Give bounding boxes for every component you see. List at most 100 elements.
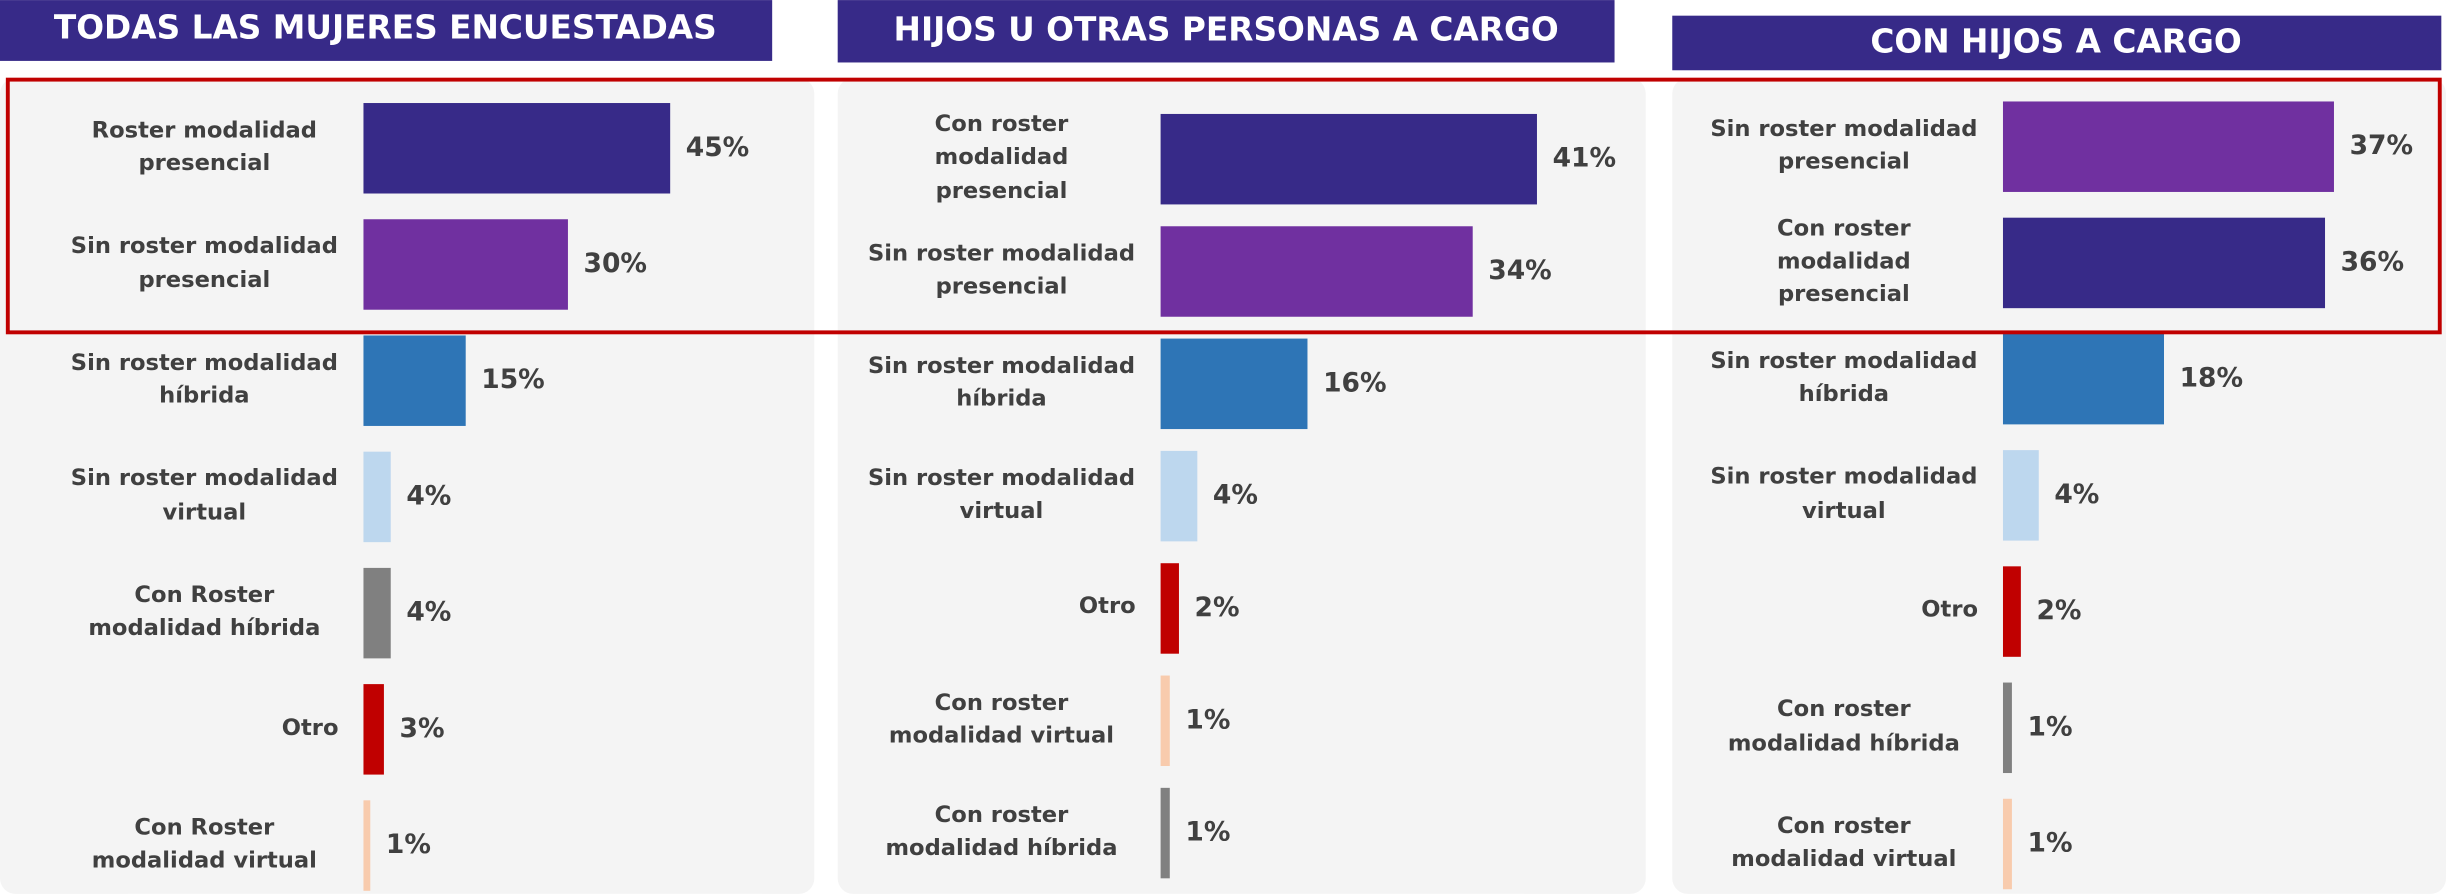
highlight-box (5, 77, 2442, 335)
category-label-box: Sin roster modalidad híbrida (842, 328, 1135, 440)
category-label-box: Sin roster modalidad híbrida (6, 323, 338, 439)
category-label-wrap: Sin roster modalidad virtual (1679, 437, 1979, 553)
category-label-wrap: Con Roster modalidad híbrida (6, 555, 338, 671)
value-label: 37% (2350, 130, 2413, 161)
category-label-wrap: Sin roster modalidad híbrida (842, 328, 1135, 440)
category-label-box: Sin roster modalidad virtual (6, 439, 338, 555)
header-bar (0, 0, 773, 61)
value-label: 2% (2036, 595, 2081, 626)
category-label-box: Con roster modalidad virtual (1679, 786, 1979, 894)
bar (1160, 450, 1198, 542)
category-label: Con roster modalidad híbrida (1727, 698, 1960, 756)
category-label: Con roster modalidad presencial (1777, 216, 1911, 308)
chart-title: TODAS LAS MUJERES ENCUESTADAS (54, 9, 717, 47)
category-label-box: Sin roster modalidad presencial (71, 235, 338, 293)
value-label: 15% (481, 364, 544, 395)
category-label-wrap: Sin roster modalidad híbrida (6, 323, 338, 439)
category-label: Roster modalidad presencial (91, 118, 318, 177)
category-label-wrap: Con roster modalidad híbrida (1679, 670, 1979, 786)
category-label-wrap: Con roster modalidad virtual (1679, 786, 1979, 894)
category-label: Con Roster modalidad híbrida (88, 583, 321, 642)
category-label-box: Con roster modalidad híbrida (1679, 670, 1979, 786)
category-label-wrap: Otro (1679, 553, 1978, 669)
category-label-box: Con Roster modalidad híbrida (6, 555, 338, 671)
category-label-wrap: Otro (842, 552, 1136, 664)
bar (2002, 566, 2021, 657)
category-label-wrap: Sin roster modalidad virtual (6, 439, 338, 555)
category-label: Sin roster modalidad virtual (70, 467, 338, 525)
category-label: Con roster modalidad virtual (1731, 814, 1957, 873)
category-label-box: Sin roster modalidad virtual (1679, 437, 1979, 553)
bar (2002, 798, 2012, 890)
category-label-box: Sin roster modalidad híbrida (1679, 321, 1979, 437)
category-label-box: Otro (1679, 553, 1978, 669)
bar (363, 567, 391, 659)
value-label: 16% (1323, 367, 1386, 398)
category-label-wrap: Sin roster modalidad presencial (1679, 89, 1979, 205)
bar (1160, 113, 1537, 205)
bar (363, 335, 466, 426)
category-label-wrap: Con Roster modalidad virtual (6, 787, 338, 894)
category-label-box: Sin roster modalidad presencial (842, 215, 1135, 327)
value-label: 36% (2341, 246, 2404, 277)
header-bar (837, 0, 1615, 63)
category-label-wrap: Sin roster modalidad presencial (842, 215, 1135, 327)
category-label-wrap: Con roster modalidad presencial (842, 103, 1135, 215)
value-label: 1% (1185, 817, 1230, 848)
category-label: Sin roster modalidad virtual (867, 466, 1136, 525)
chart-title: HIJOS U OTRAS PERSONAS A CARGO (894, 10, 1559, 48)
category-label-box: Sin roster modalidad virtual (842, 440, 1135, 552)
bar (363, 684, 384, 775)
category-label: Sin roster modalidad presencial (867, 241, 1136, 300)
category-label-box: Sin roster modalidad presencial (1679, 89, 1979, 205)
category-label: Sin roster modalidad híbrida (867, 354, 1136, 412)
bar (363, 219, 568, 310)
value-label: 4% (2054, 479, 2099, 510)
value-label: 30% (584, 248, 647, 279)
bar (2002, 217, 2326, 309)
header-bar (1672, 15, 2442, 71)
value-label: 18% (2180, 363, 2243, 394)
category-label-wrap: Sin roster modalidad híbrida (1679, 321, 1979, 437)
bar (1160, 338, 1308, 430)
bar (2002, 682, 2012, 774)
category-label-box: Otro (6, 671, 339, 787)
category-label: Sin roster modalidad híbrida (70, 351, 338, 409)
chart-title: CON HIJOS A CARGO (1870, 23, 2241, 61)
bar (363, 800, 371, 891)
category-label: Sin roster modalidad híbrida (1710, 349, 1978, 408)
category-label-box: Roster modalidad presencial (91, 118, 318, 177)
bar (2002, 450, 2039, 541)
value-label: 1% (2028, 711, 2073, 742)
value-label: 1% (1185, 704, 1230, 735)
category-label-box: Con roster modalidad virtual (842, 665, 1135, 777)
category-label-box: Con roster modalidad híbrida (842, 777, 1135, 889)
category-label: Sin roster modalidad presencial (1710, 117, 1978, 175)
value-label: 1% (2028, 828, 2073, 859)
value-label: 4% (406, 597, 451, 628)
category-label-wrap: Con roster modalidad híbrida (842, 777, 1135, 889)
bar (2002, 333, 2164, 425)
value-label: 1% (386, 829, 431, 860)
category-label: Con Roster modalidad virtual (91, 815, 317, 874)
category-label: Con roster modalidad presencial (934, 113, 1069, 204)
category-label-wrap: Con roster modalidad virtual (842, 665, 1135, 777)
bar (1160, 226, 1473, 317)
category-label: Sin roster modalidad virtual (1710, 465, 1978, 524)
category-label-wrap: Sin roster modalidad virtual (842, 440, 1135, 552)
value-label: 34% (1488, 255, 1551, 286)
bar (363, 451, 391, 543)
bar (1160, 563, 1179, 654)
value-label: 4% (1213, 480, 1258, 511)
panel (0, 78, 815, 894)
category-label: Con roster modalidad híbrida (885, 803, 1118, 862)
value-label: 45% (686, 132, 749, 163)
category-label-box: Otro (842, 552, 1136, 664)
bar (1160, 787, 1170, 879)
category-label: Otro (1078, 595, 1136, 621)
category-label-box: Con Roster modalidad virtual (6, 787, 338, 894)
category-label-box: Con roster modalidad presencial (1777, 216, 1911, 308)
category-label-wrap: Otro (6, 671, 339, 787)
